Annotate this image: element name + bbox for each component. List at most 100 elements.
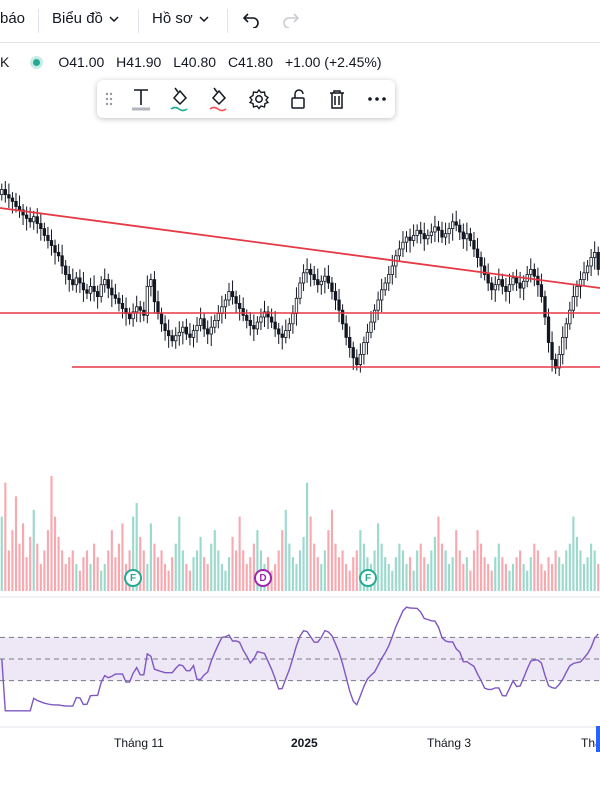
volume-bar xyxy=(43,550,46,591)
volume-bar xyxy=(153,543,156,591)
volume-bar xyxy=(203,557,206,591)
candle-body xyxy=(465,233,469,240)
candle-body xyxy=(589,257,593,267)
candle-body xyxy=(198,318,203,326)
volume-bar xyxy=(483,557,486,591)
candle-body xyxy=(42,228,47,236)
candle-body xyxy=(28,217,32,223)
candle-body xyxy=(252,325,256,330)
chart-canvas[interactable] xyxy=(0,0,600,760)
candle-body xyxy=(461,231,465,240)
volume-bar xyxy=(348,570,351,591)
volume-bar xyxy=(235,550,238,591)
candle-body xyxy=(475,248,480,258)
candle-body xyxy=(397,248,402,257)
candle-body xyxy=(468,233,473,241)
volume-bar xyxy=(25,557,28,591)
candle-body xyxy=(305,268,309,274)
redo-icon[interactable] xyxy=(282,12,300,28)
more-icon[interactable] xyxy=(365,87,389,111)
volume-bar xyxy=(195,550,199,591)
volume-bar xyxy=(504,563,507,591)
volume-bar xyxy=(320,563,323,591)
partial-menu[interactable]: báo xyxy=(0,10,25,27)
candle-body xyxy=(24,214,29,219)
volume-bar xyxy=(149,523,152,591)
candle-body xyxy=(273,321,277,330)
candle-body xyxy=(429,231,434,236)
ohlc-legend: K O41.00 H41.90 L40.80 C41.80 +1.00 (+2.… xyxy=(0,53,390,71)
settings-icon[interactable] xyxy=(247,87,271,111)
undo-icon[interactable] xyxy=(242,12,260,28)
fill-color-icon[interactable] xyxy=(168,87,192,112)
candle-body xyxy=(507,284,512,292)
chart-menu-button[interactable]: Biểu đồ xyxy=(52,10,119,27)
candle-body xyxy=(390,265,394,275)
volume-bar xyxy=(476,530,479,591)
candle-body xyxy=(269,316,274,323)
volume-bar xyxy=(419,543,422,591)
candle-body xyxy=(127,313,132,320)
volume-bar xyxy=(64,563,67,591)
volume-bar xyxy=(185,563,188,591)
candle-body xyxy=(451,221,455,230)
candle-body xyxy=(131,311,135,320)
volume-bar xyxy=(501,557,504,591)
candle-body xyxy=(355,357,359,365)
volume-bar xyxy=(75,563,78,591)
volume-bar xyxy=(7,550,10,591)
trendline-down[interactable] xyxy=(0,207,600,289)
volume-bar xyxy=(256,530,259,591)
volume-bar xyxy=(291,557,294,591)
rsi-line xyxy=(1,606,599,712)
candle-body xyxy=(138,306,142,311)
candle-body xyxy=(35,216,39,224)
dividend-marker[interactable]: D xyxy=(254,569,272,587)
candle-body xyxy=(309,268,313,275)
event-marker-f[interactable]: F xyxy=(359,569,377,587)
candle-body xyxy=(0,189,4,195)
drag-handle-icon[interactable] xyxy=(105,91,113,107)
volume-bar xyxy=(135,503,138,591)
text-icon[interactable] xyxy=(129,87,153,111)
candle-body xyxy=(546,316,551,343)
candle-body xyxy=(578,279,583,287)
candle-body xyxy=(39,223,43,229)
candle-body xyxy=(149,279,153,287)
volume-bar xyxy=(572,516,575,591)
candle-body xyxy=(184,326,189,335)
profile-menu-button[interactable]: Hồ sơ xyxy=(152,10,209,27)
time-axis-label: 2025 xyxy=(291,736,318,750)
candle-body xyxy=(181,326,185,333)
candle-body xyxy=(209,326,213,335)
line-color-icon[interactable] xyxy=(207,87,231,112)
volume-bar xyxy=(323,550,326,591)
candle-body xyxy=(561,336,565,355)
volume-bar xyxy=(480,543,483,591)
candle-body xyxy=(238,302,242,309)
rsi-pane xyxy=(0,596,600,728)
ohlc-values: O41.00 H41.90 L40.80 C41.80 +1.00 (+2.45… xyxy=(58,54,389,70)
toolbar-divider xyxy=(38,9,39,33)
crosshair-time-tag[interactable] xyxy=(596,726,600,752)
candle-body xyxy=(103,279,107,286)
volume-bar xyxy=(391,570,394,591)
event-marker-f[interactable]: F xyxy=(124,569,142,587)
candle-body xyxy=(387,274,391,284)
candle-body xyxy=(316,279,320,286)
unlock-icon[interactable] xyxy=(286,87,310,111)
candle-body xyxy=(497,279,501,286)
trash-icon[interactable] xyxy=(325,87,349,111)
symbol-label[interactable]: K xyxy=(0,54,10,70)
candle-body xyxy=(78,277,82,284)
volume-bar xyxy=(597,563,600,591)
volume-bar xyxy=(298,550,302,591)
candle-body xyxy=(60,255,64,267)
candle-body xyxy=(411,234,416,241)
volume-bar xyxy=(252,543,255,591)
volume-bar xyxy=(352,557,355,591)
candle-body xyxy=(362,342,366,355)
volume-bar xyxy=(53,516,57,591)
chart-menu-label: Biểu đồ xyxy=(52,10,103,27)
volume-bar xyxy=(295,563,298,591)
